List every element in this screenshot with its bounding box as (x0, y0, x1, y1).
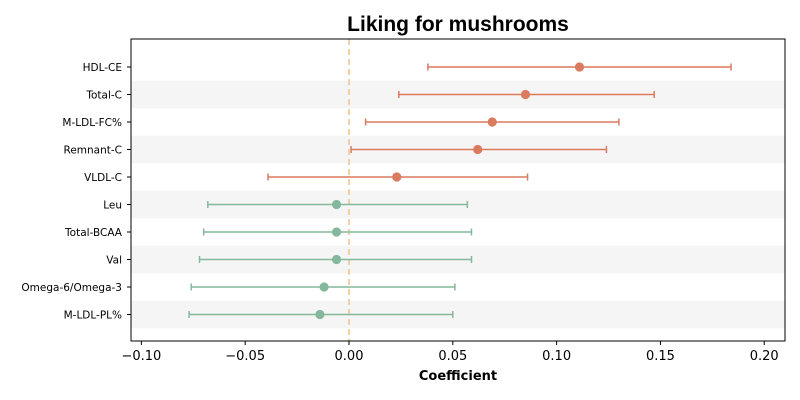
x-tick-label: 0.20 (750, 349, 779, 364)
x-axis-label: Coefficient (419, 369, 497, 384)
x-tick-label: −0.05 (225, 349, 265, 364)
y-tick-label: Remnant-C (64, 144, 123, 156)
y-tick-label: Val (106, 254, 122, 266)
y-tick-label: Omega-6/Omega-3 (21, 282, 122, 294)
x-tick-label: 0.15 (646, 349, 675, 364)
x-tick-label: 0.00 (335, 349, 364, 364)
point-estimates (315, 62, 585, 320)
point-estimate (331, 199, 342, 210)
y-tick-label: HDL-CE (83, 62, 122, 74)
plot-frame (130, 38, 786, 342)
x-tick-label: 0.05 (438, 349, 467, 364)
y-tick-label: Leu (103, 199, 122, 211)
y-tick-label: M-LDL-FC% (62, 117, 122, 129)
chart-title: Liking for mushrooms (347, 13, 569, 36)
point-estimate (315, 309, 325, 320)
point-estimate (331, 227, 342, 237)
y-axis-labels: HDL-CE Total-C M-LDL-FC% Remnant-C VLDL-C Leu… (21, 62, 131, 321)
y-tick-label: VLDL-C (84, 172, 122, 184)
x-tick-label: −0.10 (121, 349, 161, 364)
point-estimate (574, 62, 585, 72)
x-tick-label: 0.10 (542, 349, 571, 364)
point-estimate (319, 282, 329, 292)
point-estimate (473, 144, 483, 155)
point-estimate (392, 172, 402, 182)
point-estimate (487, 117, 497, 127)
point-estimate (331, 254, 342, 265)
point-estimate (520, 89, 531, 100)
y-tick-label: Total-BCAA (64, 227, 123, 239)
y-tick-label: M-LDL-PL% (64, 309, 122, 321)
x-axis-ticks: −0.10 −0.05 0.00 0.05 0.10 0.15 0.20 (121, 341, 779, 364)
y-tick-label: Total-C (85, 89, 122, 101)
